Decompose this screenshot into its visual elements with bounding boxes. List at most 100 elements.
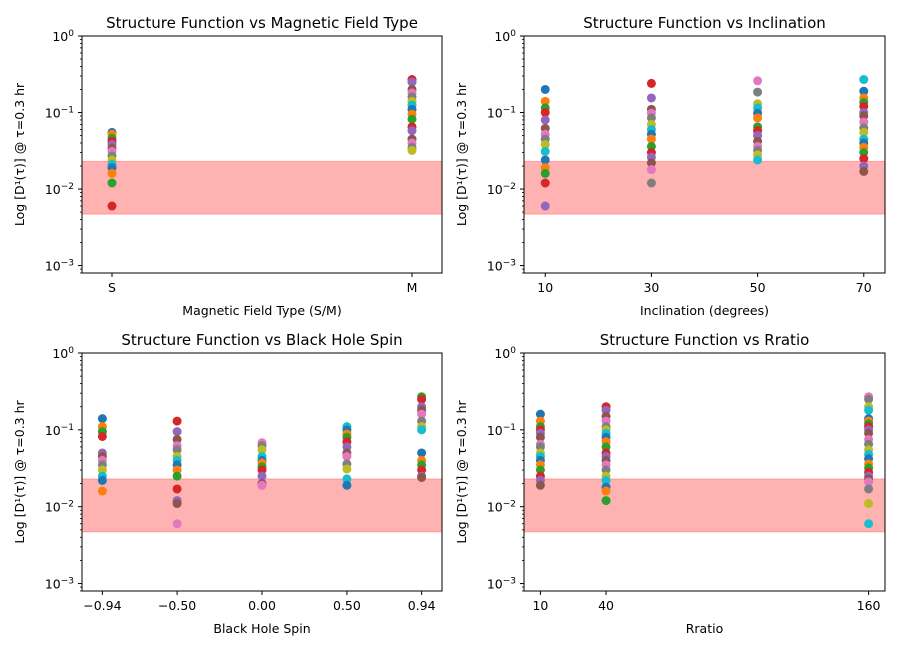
data-point: [407, 114, 417, 124]
y-tick-label: 10−3: [487, 577, 516, 592]
data-point: [540, 178, 550, 188]
data-point: [535, 480, 545, 490]
x-tick-label: 0.50: [333, 598, 361, 613]
data-point: [646, 78, 656, 88]
x-tick-label: 0.94: [408, 598, 436, 613]
data-point: [342, 452, 352, 462]
y-tick-label: 10−3: [45, 259, 74, 274]
data-point: [646, 165, 656, 175]
data-point: [864, 394, 874, 404]
data-point: [646, 178, 656, 188]
data-point: [859, 75, 869, 85]
data-point: [646, 158, 656, 168]
data-point: [172, 471, 182, 481]
x-axis-label: Black Hole Spin: [213, 621, 310, 636]
data-point: [172, 484, 182, 494]
data-point: [540, 108, 550, 118]
axes-frame: [81, 35, 443, 274]
chart-title: Structure Function vs Black Hole Spin: [121, 331, 402, 349]
subplot-4: 10−3 10−2 10−1 100 10 40 160 Structure Function…: [454, 331, 886, 636]
data-point: [257, 471, 267, 481]
y-tick-label: 100: [52, 29, 74, 44]
data-point: [257, 480, 267, 490]
data-point: [753, 113, 763, 123]
reference-band: [523, 160, 886, 215]
subplot-2: 10−3 10−2 10−1 100 10 30 50 70 Structure Functio…: [454, 14, 886, 318]
data-point: [342, 480, 352, 490]
data-point: [601, 475, 611, 485]
data-point: [864, 484, 874, 494]
data-point: [407, 126, 417, 136]
data-point: [107, 178, 117, 188]
data-point: [540, 155, 550, 165]
chart-title: Structure Function vs Inclination: [583, 14, 826, 32]
data-point: [342, 474, 352, 484]
data-point: [540, 84, 550, 94]
axes-frame: [523, 35, 886, 274]
data-point: [540, 115, 550, 125]
data-point: [407, 77, 417, 87]
data-point: [417, 394, 427, 404]
y-tick-label: 10−3: [45, 577, 74, 592]
x-tick-label: −0.50: [158, 598, 196, 613]
data-point: [864, 499, 874, 509]
data-point: [859, 86, 869, 96]
data-point: [417, 448, 427, 458]
data-point: [864, 477, 874, 487]
data-point: [859, 154, 869, 164]
x-axis-label: Inclination (degrees): [640, 303, 769, 318]
data-point: [172, 434, 182, 444]
data-point: [97, 486, 107, 496]
y-tick-label: 10−2: [487, 182, 516, 197]
y-tick-label: 10−1: [487, 106, 516, 121]
data-point: [646, 93, 656, 103]
axes-frame: [523, 352, 886, 592]
y-axis-label: Log [D¹(τ)] @ τ=0.3 hr: [454, 82, 469, 226]
data-point: [172, 427, 182, 437]
y-tick-label: 10−3: [487, 259, 516, 274]
data-point: [753, 87, 763, 97]
data-point: [257, 445, 267, 455]
data-point: [540, 146, 550, 156]
data-point: [97, 475, 107, 485]
x-tick-label: 50: [750, 280, 766, 295]
data-point: [417, 425, 427, 435]
data-point: [172, 445, 182, 455]
data-point: [540, 96, 550, 106]
reference-band: [523, 478, 886, 533]
chart-title: Structure Function vs Rratio: [600, 331, 810, 349]
data-point: [97, 431, 107, 441]
y-tick-label: 100: [52, 346, 74, 361]
x-tick-label: 40: [598, 598, 614, 613]
data-point: [107, 168, 117, 178]
x-tick-label: −0.94: [83, 598, 121, 613]
x-tick-label: S: [108, 280, 116, 295]
subplot-1: 10−3 10−2 10−1 100 S M Structure Function vs M…: [12, 14, 443, 318]
x-tick-label: 10: [537, 280, 553, 295]
y-tick-label: 100: [494, 346, 516, 361]
y-axis-label: Log [D¹(τ)] @ τ=0.3 hr: [12, 82, 27, 226]
data-point: [864, 405, 874, 415]
subplot-3: 10−3 10−2 10−1 100 −0.94 −0.50 0.00 0.50 0.94 Str…: [12, 331, 443, 636]
data-point: [859, 166, 869, 176]
data-point: [417, 409, 427, 419]
y-tick-label: 10−1: [487, 423, 516, 438]
data-point: [864, 519, 874, 529]
data-point: [107, 201, 117, 211]
x-tick-label: M: [407, 280, 418, 295]
x-tick-label: 0.00: [248, 598, 276, 613]
y-axis-label: Log [D¹(τ)] @ τ=0.3 hr: [12, 399, 27, 543]
x-tick-label: 160: [857, 598, 881, 613]
data-point: [97, 414, 107, 424]
data-point: [535, 432, 545, 442]
y-tick-label: 100: [494, 29, 516, 44]
data-point: [753, 76, 763, 86]
x-tick-label: 70: [856, 280, 872, 295]
data-point: [540, 168, 550, 178]
x-tick-label: 10: [532, 598, 548, 613]
data-point: [646, 113, 656, 123]
y-axis-label: Log [D¹(τ)] @ τ=0.3 hr: [454, 399, 469, 543]
data-point: [172, 416, 182, 426]
x-axis-label: Magnetic Field Type (S/M): [182, 303, 341, 318]
